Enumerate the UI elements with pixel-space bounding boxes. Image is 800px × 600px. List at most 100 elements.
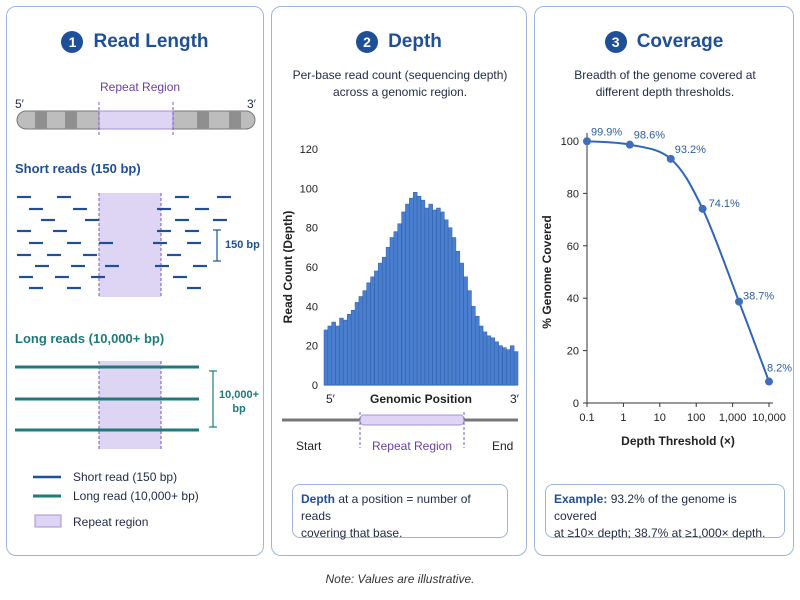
legend-repeat-label: Repeat region (73, 515, 149, 529)
y-tick-label: 40 (567, 293, 579, 305)
depth-bar (385, 247, 391, 386)
five-prime-label: 5′ (15, 97, 24, 111)
long-read-bracket-label: 10,000+ bp (219, 389, 260, 415)
depth-bar (331, 321, 336, 386)
y-tick-label: 20 (306, 341, 318, 353)
depth-bar (347, 313, 352, 386)
depth-bar (447, 227, 453, 386)
short-read-bracket-label: 150 bp (225, 239, 260, 251)
chromosome-band (65, 111, 77, 129)
y-tick-label: 0 (312, 380, 318, 392)
long-reads-repeat-region (99, 361, 161, 449)
depth-bar (416, 195, 422, 386)
y-tick-label: 100 (561, 136, 579, 148)
chromosome-repeat-region (98, 110, 174, 130)
x-tick-label: 10 (654, 412, 666, 424)
short-reads (17, 195, 231, 290)
depth-bar (412, 192, 418, 386)
depth-bar (420, 199, 426, 386)
depth-bar (339, 317, 344, 386)
panel-number-badge: 1 (61, 31, 84, 53)
panel-number-badge: 3 (604, 31, 627, 53)
chromosome-band (197, 111, 209, 129)
coverage-point (625, 140, 634, 149)
legend-long-read-label: Long read (10,000+ bp) (73, 489, 199, 503)
x-tick-label: 1 (620, 412, 626, 424)
coverage-point (698, 204, 707, 213)
y-tick-label: 40 (306, 301, 318, 313)
depth-bar (459, 262, 464, 386)
short-read-bracket (213, 229, 221, 262)
y-tick-label: 20 (567, 346, 579, 358)
depth-bar (455, 251, 461, 386)
depth-bar (378, 262, 383, 386)
depth-bar (478, 325, 484, 386)
depth-bar (436, 207, 441, 386)
depth-bar (381, 256, 387, 386)
depth-bar (498, 345, 503, 386)
depth-bar (471, 306, 476, 386)
depth-bar (482, 331, 488, 386)
coverage-point (583, 137, 591, 146)
depth-bar (513, 351, 519, 386)
repeat-region-label: Repeat Region (100, 80, 181, 94)
y-tick-label: 120 (300, 144, 318, 156)
repeat-region-bar (359, 414, 465, 426)
depth-bar (350, 310, 356, 386)
x-tick-label: 0.1 (579, 412, 594, 424)
depth-bar (335, 325, 340, 386)
depth-bar (354, 302, 360, 386)
chromosome-band (35, 111, 47, 129)
x-tick-label: 1,000 (719, 412, 747, 424)
y-tick-label: 60 (567, 241, 579, 253)
depth-bar (467, 290, 472, 386)
depth-bar (358, 296, 364, 386)
depth-bar (451, 237, 457, 386)
depth-bar (323, 329, 329, 386)
coverage-point-label: 93.2% (675, 144, 706, 156)
coverage-subtitle: Breadth of the genome covered at differe… (574, 68, 756, 99)
x-tick-label: 100 (687, 412, 705, 424)
depth-bar (401, 211, 406, 386)
coverage-point-label: 99.9% (591, 126, 622, 138)
depth-bar (409, 197, 414, 386)
depth-bar (405, 203, 410, 386)
x-start-label: 5′ (326, 392, 336, 406)
three-prime-label: 3′ (247, 97, 256, 111)
depth-bar (424, 207, 430, 386)
long-reads (15, 365, 199, 432)
depth-bar (428, 203, 433, 386)
depth-panel: 2 Depth Per-base read count (sequencing … (271, 6, 527, 556)
depth-subtitle: Per-base read count (sequencing depth) a… (292, 68, 508, 99)
coverage-title: 3 Coverage (535, 31, 793, 53)
short-reads-heading: Short reads (150 bp) (15, 161, 141, 176)
start-label: Start (296, 439, 322, 453)
read-length-diagram (15, 102, 256, 528)
depth-bar (343, 319, 348, 386)
depth-bar (486, 335, 492, 386)
y-axis-label: Read Count (Depth) (281, 211, 295, 324)
depth-histogram: 0 20 40 60 80 100 120 Read Count (Depth) 5′ 3′ Gen… (281, 144, 520, 453)
depth-bar (374, 270, 379, 386)
depth-bar (366, 282, 371, 386)
y-tick-label: 60 (306, 262, 318, 274)
chromosome-band (229, 111, 241, 129)
depth-info-box: Depth at a position = number of reads co… (292, 484, 508, 540)
footnote: Note: Values are illustrative. (325, 572, 475, 586)
y-tick-label: 100 (300, 183, 318, 195)
x-axis-label: Genomic Position (370, 392, 472, 406)
x-tick-label: 10,000 (752, 412, 786, 424)
long-read-bracket (209, 370, 217, 428)
depth-bar (327, 325, 333, 386)
depth-bar (393, 231, 398, 386)
short-reads-repeat-region (99, 193, 161, 297)
y-tick-label: 80 (567, 188, 579, 200)
panel-title: Read Length (93, 31, 209, 52)
panel-title: Coverage (636, 31, 724, 52)
legend-repeat-swatch (34, 514, 62, 528)
x-axis-label: Depth Threshold (×) (621, 434, 735, 448)
depth-bar (370, 276, 375, 386)
panel-title: Depth (388, 31, 442, 52)
y-tick-label: 0 (573, 398, 579, 410)
depth-bar (444, 219, 449, 386)
